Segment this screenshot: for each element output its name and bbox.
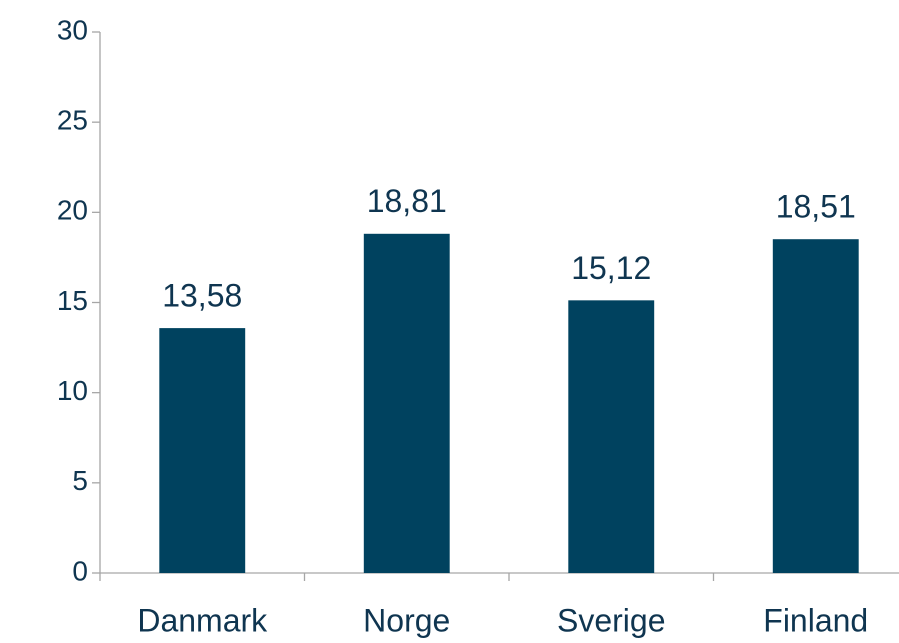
data-label: 18,51	[776, 189, 856, 225]
y-tick-label: 25	[57, 105, 88, 136]
x-tick-label: Finland	[763, 602, 868, 638]
y-tick-label: 20	[57, 195, 88, 226]
x-tick-label: Danmark	[137, 602, 268, 638]
data-label: 18,81	[367, 183, 447, 219]
bar	[772, 239, 859, 573]
x-tick-label: Norge	[363, 602, 450, 638]
bar	[363, 233, 450, 573]
data-label: 13,58	[162, 278, 242, 314]
data-label: 15,12	[571, 250, 651, 286]
y-tick-label: 5	[72, 465, 88, 496]
y-tick-label: 30	[57, 14, 88, 45]
bar	[568, 300, 655, 573]
y-tick-label: 0	[72, 555, 88, 586]
bar	[159, 328, 246, 573]
y-tick-label: 10	[57, 375, 88, 406]
x-tick-label: Sverige	[557, 602, 666, 638]
y-tick-label: 15	[57, 285, 88, 316]
